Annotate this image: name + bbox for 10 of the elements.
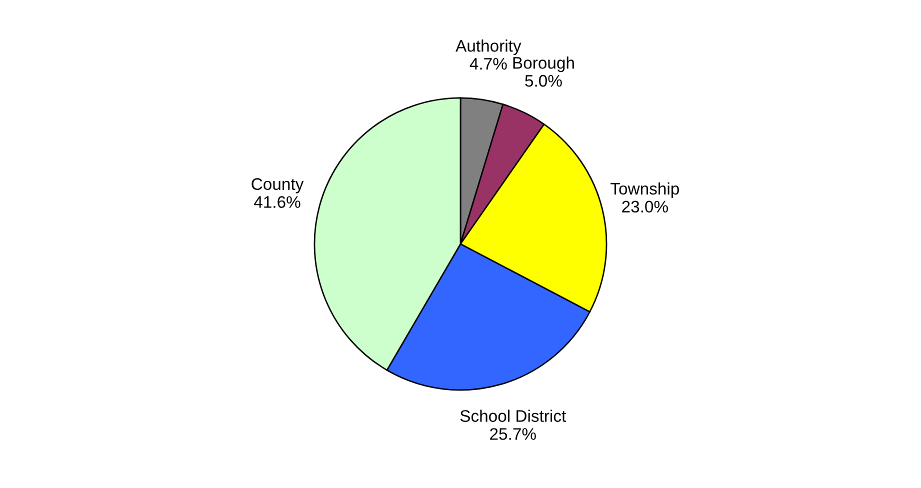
data-label: 25.7% bbox=[490, 428, 536, 440]
data-label: 23.0% bbox=[622, 200, 668, 213]
slice-label: School District bbox=[460, 410, 566, 422]
data-label: 5.0% bbox=[525, 74, 562, 87]
slice-label: Authority bbox=[456, 40, 522, 56]
data-label: 4.7% bbox=[470, 58, 507, 70]
slice-label: County bbox=[252, 178, 304, 194]
slice-label: Township bbox=[610, 182, 679, 198]
slice-label: Borough bbox=[513, 56, 574, 72]
data-label: 41.6% bbox=[254, 196, 300, 208]
